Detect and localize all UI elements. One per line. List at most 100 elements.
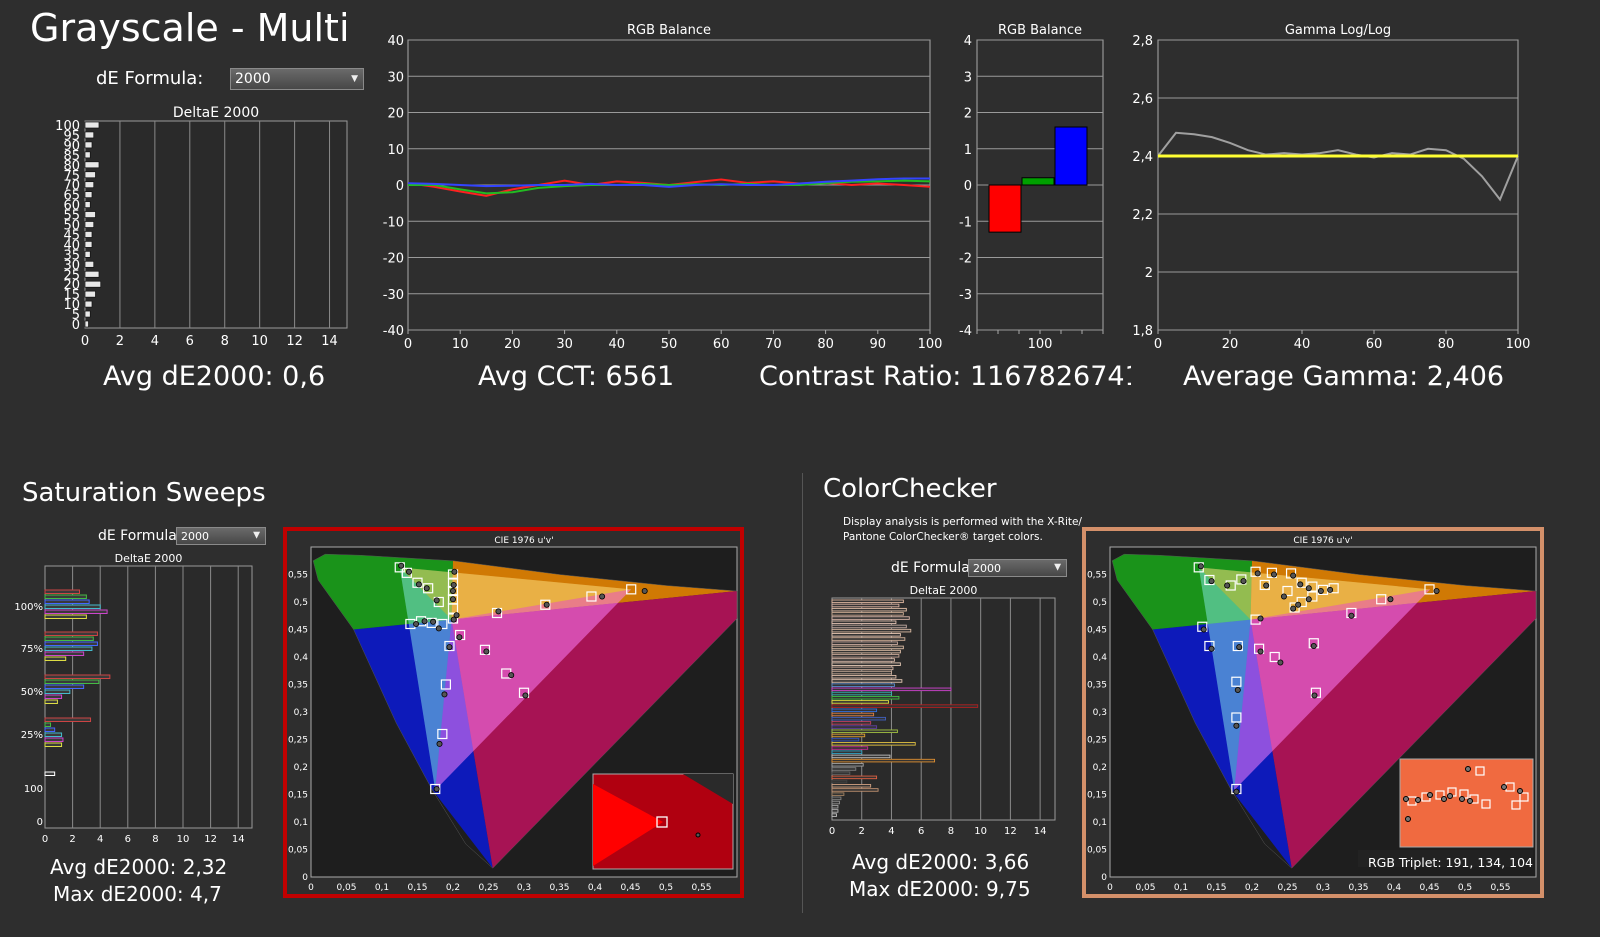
x-tick-label: 0 [81,334,89,349]
x-tick-label: 8 [948,826,954,837]
sat-de-bar [44,589,80,594]
avg-cct-stat: Avg CCT: 6561 [478,361,675,392]
measured-point [1297,581,1304,588]
sat-de-bar [44,727,56,732]
target-square [426,617,437,629]
sat-cie-chart: CIE 1976 u'v' 0,55 0,5 0,45 0,4 0,35 0,3 0,25 0,… [288,536,738,893]
de-bar [84,161,100,169]
x-tick-label: 10 [177,834,190,843]
x-tick-label: 0 [1154,337,1162,352]
target-square [437,618,448,630]
measured-point [1234,686,1241,693]
plot-area [84,120,348,329]
gamut-region-1 [1112,554,1252,630]
x-tick-label: 0,05 [336,883,356,893]
y-tick-label: -2 [959,252,972,267]
de-bar [84,181,95,189]
cc-de-bar [831,784,872,788]
target-square [1269,651,1280,663]
x-tick-label: 12 [1004,826,1017,837]
measured-point [495,608,502,615]
sat-de-bar [44,684,85,689]
y-tick-label: -30 [383,288,404,303]
rgb-triplet-box [1358,850,1533,867]
cc-de-bar [831,746,869,750]
x-tick-label: 0 [308,883,314,893]
y-tick-label: 20 [63,278,80,293]
measured-point [522,692,529,699]
y-tick-label: 2,4 [1132,150,1153,165]
de-formula-select[interactable]: 2000 ▼ [230,68,364,90]
measured-point [1290,605,1297,612]
target-square [1232,640,1243,652]
section-divider [802,473,803,913]
de-bar [84,141,93,149]
sat-de-bar [44,699,58,704]
chevron-down-icon: ▼ [351,74,358,84]
y-tick-label: 0,05 [288,846,308,856]
cc-de-bar [831,754,891,759]
target-square [430,783,441,795]
target-square [440,679,451,690]
gamut-region-0 [1152,619,1292,869]
spectral-locus [1111,553,1537,869]
y-tick-label: -4 [959,324,972,339]
measured-point [456,634,463,641]
y-tick-label: 55 [63,209,80,224]
measured-point [433,785,440,792]
cc-de-bar [831,813,837,817]
x-tick-label: 10 [452,337,469,352]
measured-point [423,585,430,592]
cc-de-bar [831,616,910,620]
cc-de-bar [831,800,840,805]
cc-de-bar [831,721,872,725]
cc-de-formula-select[interactable]: 2000 ▼ [968,559,1067,577]
gamut-region-2 [1250,560,1536,620]
y-tick-label: 0,35 [1087,681,1107,691]
measured-point [450,581,457,588]
measured-point [1254,570,1261,577]
sat-de-formula-label: dE Formula: [98,528,182,544]
gamma-chart: Gamma Log/Log 2,8 2,6 2,4 2,2 2 1,80 20 40 60 80 10… [1132,23,1531,352]
series-line-1 [408,179,931,195]
sat-de-bar [44,631,98,636]
measured-point [1200,626,1207,633]
y-tick-label: 50 [63,219,80,234]
y-tick-label: 30 [387,70,404,85]
measured-point [1310,643,1317,650]
measured-point [1233,788,1240,795]
srgb-triangle [1198,567,1431,791]
x-tick-label: 0,55 [1490,883,1510,893]
y-tick-label: 35 [63,248,80,263]
sat-de-formula-select[interactable]: 2000 ▼ [176,527,266,545]
cc-de-bar [831,607,907,612]
sat-de-bar [44,651,85,656]
y-tick-label: 75% [21,644,43,655]
sat-avg-de: Avg dE2000: 2,32 [50,855,228,879]
y-tick-label: 0,15 [1087,791,1107,801]
cc-de-bar [831,750,863,754]
measured-point [1224,582,1231,589]
cc-avg-de: Avg dE2000: 3,66 [852,850,1030,874]
cc-de-bar [831,796,842,801]
inset-measured [695,832,701,838]
sat-de-formula-value: 2000 [181,530,209,543]
x-tick-label: 14 [1034,826,1047,837]
chart-title: RGB Balance [998,23,1082,38]
x-tick-label: 0,25 [478,883,498,893]
chart-title: DeltaE 2000 [173,105,259,121]
target-square [412,577,423,588]
cc-de-bar [831,788,879,792]
x-tick-label: 0,2 [1245,883,1259,893]
x-tick-label: 100 [1506,337,1531,352]
measured-point [1271,571,1278,578]
de-bar [84,310,91,318]
measured-point [451,568,458,575]
inset-target [656,816,668,828]
measured-point [449,596,456,603]
y-tick-label: 85 [63,149,80,164]
y-tick-label: 5 [72,308,80,323]
cc-de-bar [831,742,916,746]
cc-de-bar [831,649,901,654]
y-tick-label: 0,3 [294,708,308,718]
